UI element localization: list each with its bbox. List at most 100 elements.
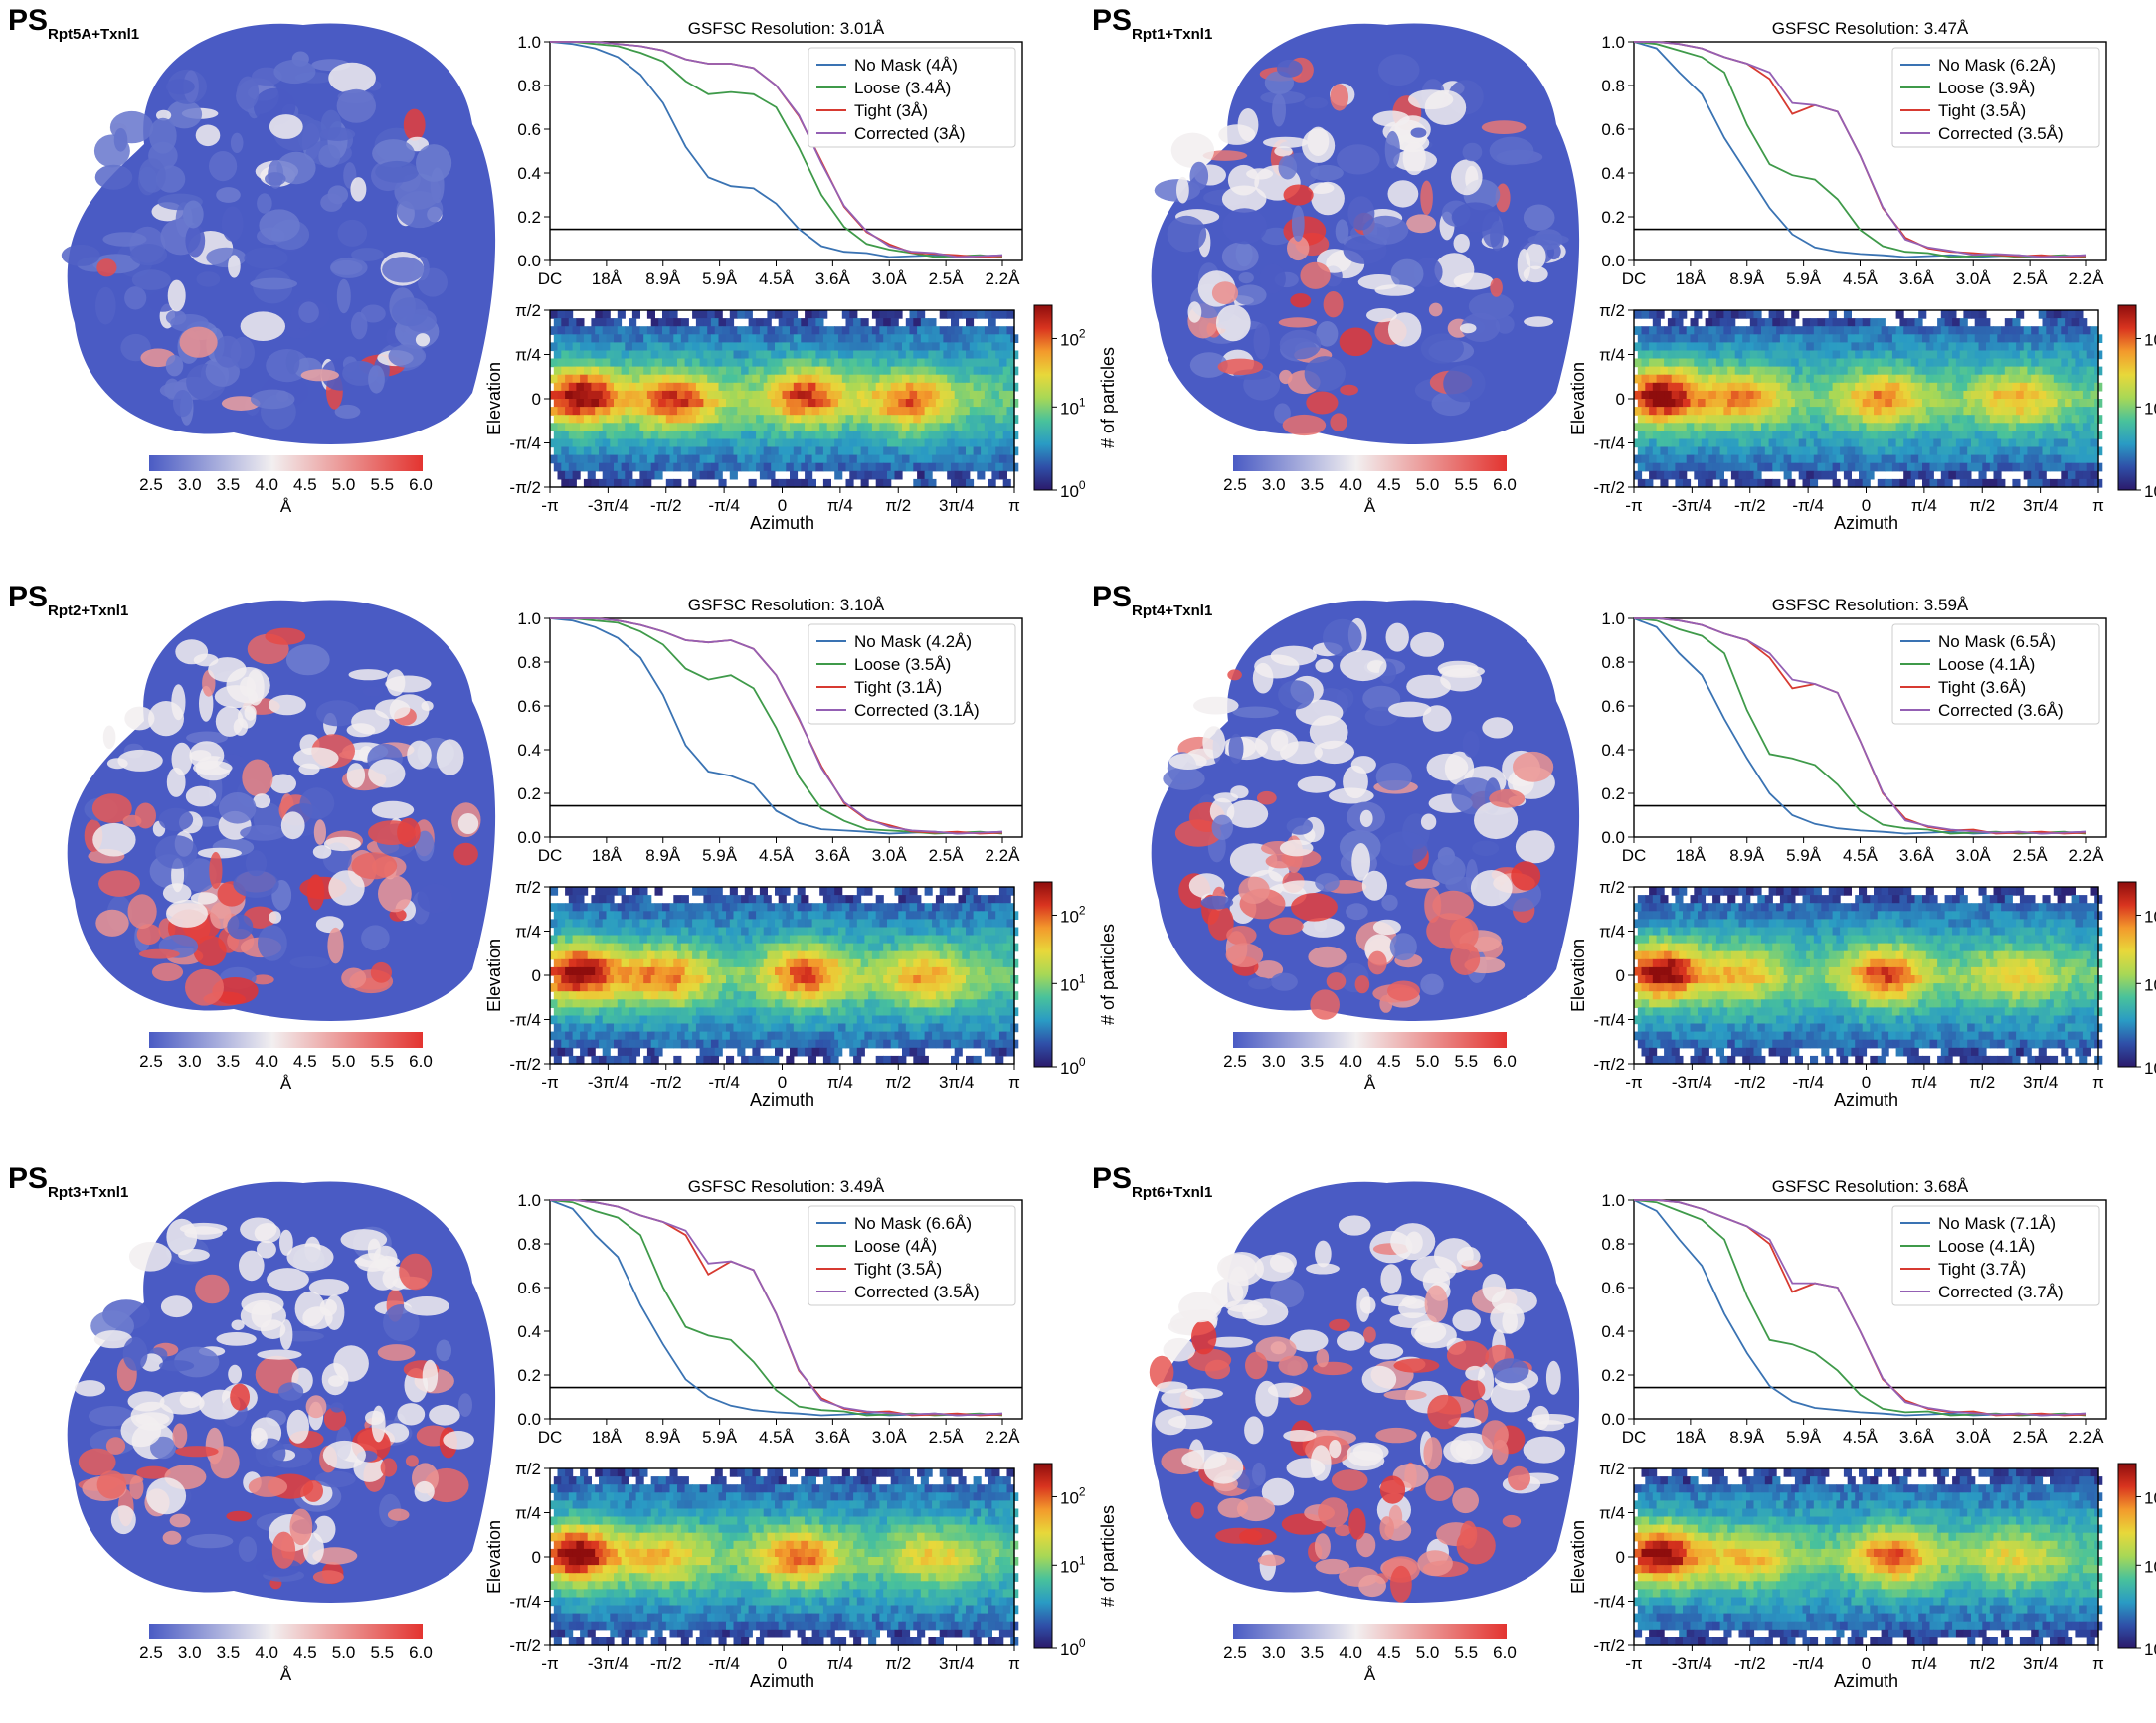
hexbin-cell xyxy=(1828,438,1837,448)
hexbin-cell xyxy=(565,1047,574,1057)
azim-tick-label: -3π/4 xyxy=(1672,496,1712,515)
hexbin-cell xyxy=(550,1047,559,1057)
fsc-ytick-label: 0.6 xyxy=(1601,697,1625,716)
hexbin-cell xyxy=(1715,887,1724,896)
hexbin-cell xyxy=(629,350,637,360)
hexbin-cell xyxy=(1798,326,1807,335)
hexbin-cell xyxy=(849,1031,858,1041)
hexbin-cell xyxy=(966,431,975,440)
hexbin-cell xyxy=(845,975,854,984)
hexbin-cell xyxy=(692,358,701,368)
density-blob xyxy=(209,151,238,182)
hexbin-cell xyxy=(815,991,824,1000)
hexbin-cell xyxy=(909,374,918,384)
hexbin-cell xyxy=(1649,342,1658,352)
hexbin-cell xyxy=(954,1047,963,1057)
hexbin-cell xyxy=(703,1039,712,1049)
hexbin-cell xyxy=(744,310,753,319)
hexbin-cell xyxy=(703,958,712,968)
hexbin-cell xyxy=(902,326,911,335)
hexbin-cell xyxy=(917,358,926,368)
hexbin-cell xyxy=(677,1015,686,1025)
hexbin-cell xyxy=(614,366,623,376)
hexbin-cell xyxy=(591,382,600,392)
hexbin-cell xyxy=(1817,382,1826,392)
density-blob xyxy=(155,835,198,869)
local-res-unit: Å xyxy=(280,1074,292,1093)
hexbin-cell xyxy=(665,958,674,968)
hexbin-cell xyxy=(680,318,689,327)
hexbin-cell xyxy=(883,911,892,920)
hexbin-cell xyxy=(1746,438,1755,448)
hexbin-cell xyxy=(1794,382,1803,392)
hexbin-cell xyxy=(614,1007,623,1017)
hexbin-cell xyxy=(580,887,589,896)
fsc-legend-entry: No Mask (4Å) xyxy=(854,56,958,75)
hexbin-cell xyxy=(1734,399,1743,408)
hexbin-cell xyxy=(1940,407,1949,416)
hexbin-cell xyxy=(643,975,652,984)
hexbin-cell xyxy=(2050,446,2059,456)
density-blob xyxy=(96,258,117,277)
hexbin-cell xyxy=(973,943,982,952)
hexbin-cell xyxy=(2023,342,2032,352)
density-blob xyxy=(1348,196,1375,231)
azim-tick-label: π/4 xyxy=(827,496,853,515)
hexbin-cell xyxy=(635,366,644,376)
hexbin-cell xyxy=(1937,446,1946,456)
hexbin-cell xyxy=(991,999,1000,1008)
hexbin-cell xyxy=(1708,390,1717,400)
fsc-title: GSFSC Resolution: 3.01Å xyxy=(688,19,885,38)
hexbin-cell xyxy=(737,390,746,400)
hexbin-cell xyxy=(811,423,820,431)
hexbin-cell xyxy=(1851,438,1860,448)
hexbin-cell xyxy=(1906,350,1915,360)
hexbin-cell xyxy=(962,887,971,896)
cb-tick-label: 100 xyxy=(1060,1055,1086,1078)
hexbin-cell xyxy=(748,895,757,904)
hexbin-cell xyxy=(797,423,806,431)
density-blob xyxy=(1410,127,1427,138)
hexbin-cell xyxy=(658,943,667,952)
density-blob xyxy=(346,763,366,788)
hexbin-cell xyxy=(1698,334,1707,343)
density-blob xyxy=(1330,84,1348,111)
hexbin-cell xyxy=(1899,431,1908,440)
hexbin-cell xyxy=(576,943,585,952)
hexbin-cell xyxy=(819,1031,828,1041)
hexbin-cell xyxy=(1764,446,1773,456)
hexbin-cell xyxy=(737,1031,746,1041)
hexbin-cell xyxy=(1840,462,1849,472)
hexbin-cell xyxy=(583,1007,592,1017)
density-blob xyxy=(1377,54,1420,86)
hexbin-cell xyxy=(973,462,982,472)
hexbin-cell xyxy=(947,423,956,431)
hexbin-cell xyxy=(722,390,731,400)
hexbin-cell xyxy=(786,911,795,920)
hexbin-cell xyxy=(2079,334,2088,343)
hexbin-cell xyxy=(2023,407,2032,416)
hexbin-cell xyxy=(629,943,637,952)
hexbin-cell xyxy=(2027,415,2036,424)
hexbin-cell xyxy=(2012,350,2021,360)
hexbin-cell xyxy=(805,310,813,319)
density-blob xyxy=(1482,717,1514,739)
hexbin-cell xyxy=(688,911,697,920)
hexbin-cell xyxy=(917,950,926,960)
hexbin-cell xyxy=(654,887,663,896)
hexbin-cell xyxy=(718,958,727,968)
hexbin-cell xyxy=(786,366,795,376)
hexbin-cell xyxy=(576,446,585,456)
density-blob xyxy=(1279,329,1322,360)
hexbin-cell xyxy=(771,991,780,1000)
hexbin-cell xyxy=(553,415,562,424)
hexbin-cell xyxy=(561,446,570,456)
hexbin-cell xyxy=(1933,326,1942,335)
hexbin-cell xyxy=(894,903,903,912)
hexbin-cell xyxy=(710,958,719,968)
density-blob xyxy=(228,255,241,278)
hexbin-cell xyxy=(841,390,850,400)
hexbin-cell xyxy=(1757,382,1766,392)
hexbin-cell xyxy=(775,342,784,352)
hexbin-cell xyxy=(2090,438,2099,448)
